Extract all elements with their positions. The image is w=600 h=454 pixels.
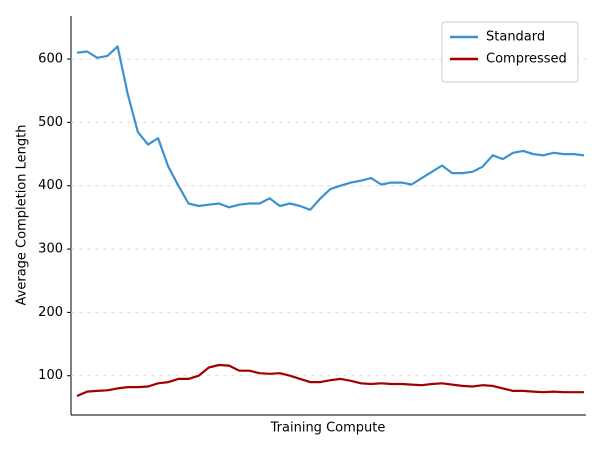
y-tick-label: 400: [38, 178, 63, 193]
y-tick-label: 600: [38, 52, 63, 67]
x-axis-label: Training Compute: [270, 421, 386, 436]
y-axis-label: Average Completion Length: [15, 125, 30, 306]
y-tick-label: 200: [38, 305, 63, 320]
y-tick-label: 300: [38, 242, 63, 257]
y-tick-label: 100: [38, 368, 63, 383]
legend-label: Standard: [486, 30, 545, 45]
legend-label: Compressed: [486, 52, 567, 67]
line-series: [76, 363, 584, 398]
line-series: [76, 45, 585, 211]
y-tick-label: 500: [38, 115, 63, 130]
